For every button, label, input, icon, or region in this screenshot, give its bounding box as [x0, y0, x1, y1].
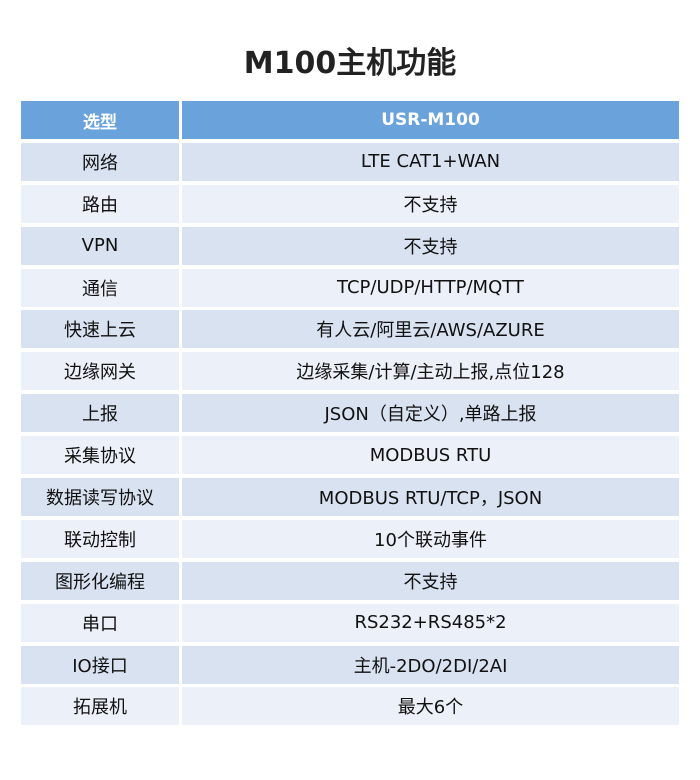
row-value: 不支持 — [182, 226, 679, 265]
table-row: 数据读写协议 MODBUS RTU/TCP，JSON — [21, 478, 679, 517]
row-value: MODBUS RTU/TCP，JSON — [182, 478, 679, 517]
spec-table: 选型 USR-M100 网络 LTE CAT1+WAN 路由 不支持 VPN 不支持 通信 T… — [21, 101, 679, 729]
row-value: 10个联动事件 — [182, 519, 679, 558]
row-label: 快速上云 — [21, 310, 179, 349]
row-label: 通信 — [21, 268, 179, 307]
table-row: 通信 TCP/UDP/HTTP/MQTT — [21, 268, 679, 307]
row-label: 串口 — [21, 603, 179, 642]
row-value: 不支持 — [182, 184, 679, 223]
row-label: 上报 — [21, 394, 179, 433]
row-label: 网络 — [21, 142, 179, 181]
row-value: RS232+RS485*2 — [182, 603, 679, 642]
header-label: 选型 — [21, 101, 179, 139]
header-value: USR-M100 — [182, 101, 679, 139]
table-row: IO接口 主机-2DO/2DI/2AI — [21, 645, 679, 684]
row-value: 边缘采集/计算/主动上报,点位128 — [182, 352, 679, 391]
row-value: 主机-2DO/2DI/2AI — [182, 645, 679, 684]
row-label: IO接口 — [21, 645, 179, 684]
row-label: 边缘网关 — [21, 352, 179, 391]
row-label: 数据读写协议 — [21, 478, 179, 517]
table-row: 快速上云 有人云/阿里云/AWS/AZURE — [21, 310, 679, 349]
table-row: 网络 LTE CAT1+WAN — [21, 142, 679, 181]
table-header: 选型 USR-M100 — [21, 101, 679, 139]
row-label: 图形化编程 — [21, 561, 179, 600]
row-value: MODBUS RTU — [182, 436, 679, 475]
row-label: 采集协议 — [21, 436, 179, 475]
table-row: 上报 JSON（自定义）,单路上报 — [21, 394, 679, 433]
table-row: 图形化编程 不支持 — [21, 561, 679, 600]
row-value: JSON（自定义）,单路上报 — [182, 394, 679, 433]
table-row: VPN 不支持 — [21, 226, 679, 265]
table-row: 串口 RS232+RS485*2 — [21, 603, 679, 642]
row-value: TCP/UDP/HTTP/MQTT — [182, 268, 679, 307]
row-label: 路由 — [21, 184, 179, 223]
page-title: M100主机功能 — [243, 46, 457, 81]
table-row: 边缘网关 边缘采集/计算/主动上报,点位128 — [21, 352, 679, 391]
row-value: 最大6个 — [182, 687, 679, 726]
table-row: 联动控制 10个联动事件 — [21, 519, 679, 558]
row-value: 不支持 — [182, 561, 679, 600]
table-row: 路由 不支持 — [21, 184, 679, 223]
row-label: VPN — [21, 226, 179, 265]
row-label: 联动控制 — [21, 519, 179, 558]
row-label: 拓展机 — [21, 687, 179, 726]
row-value: 有人云/阿里云/AWS/AZURE — [182, 310, 679, 349]
row-value: LTE CAT1+WAN — [182, 142, 679, 181]
table-row: 拓展机 最大6个 — [21, 687, 679, 726]
table-row: 采集协议 MODBUS RTU — [21, 436, 679, 475]
